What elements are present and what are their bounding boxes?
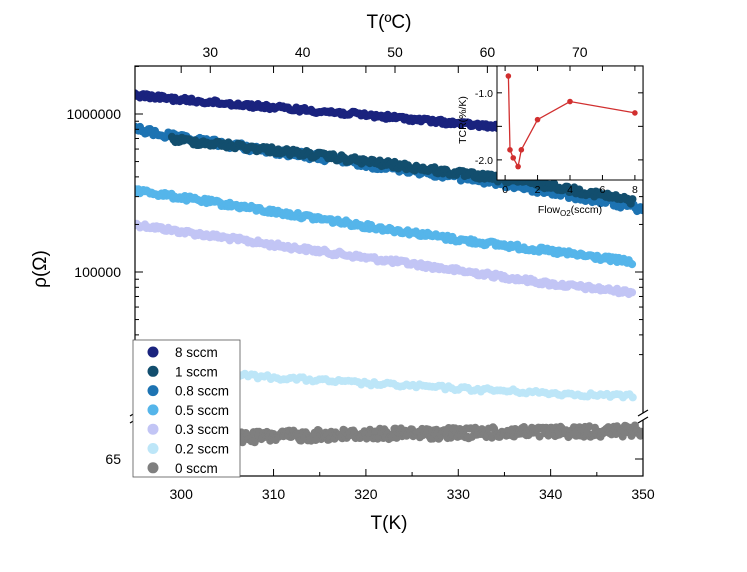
inset-data-point [632, 110, 638, 116]
axis-break-mark [637, 409, 649, 417]
series-0-5-sccm [135, 185, 637, 269]
x2-tick-label: 60 [480, 44, 496, 60]
x2-tick-label: 70 [572, 44, 588, 60]
inset-data-point [567, 98, 573, 105]
legend-label: 1 sccm [175, 364, 218, 379]
legend-marker [147, 462, 159, 474]
axis-break-mark [637, 416, 649, 424]
legend-label: 0.8 sccm [175, 384, 229, 399]
x-tick-label: 320 [354, 486, 378, 502]
y-tick-label: 1000000 [66, 106, 121, 122]
inset-x-tick-label: 0 [502, 184, 508, 196]
data-point [628, 393, 637, 402]
legend-marker [147, 404, 159, 416]
legend-marker [147, 365, 159, 377]
inset-data-point [518, 147, 525, 153]
x2-tick-label: 50 [387, 44, 403, 60]
inset-x-tick-label: 2 [535, 184, 541, 196]
x-tick-label: 350 [631, 486, 655, 502]
y-axis-title: ρ(Ω) [30, 250, 51, 288]
x2-tick-label: 30 [202, 44, 218, 60]
data-point [638, 428, 643, 437]
legend-label: 0.2 sccm [175, 442, 229, 457]
legend-marker [147, 423, 159, 435]
legend-label: 8 sccm [175, 345, 218, 360]
inset-y-tick-label: -1.0 [475, 88, 493, 100]
x-axis-title: T(K) [371, 513, 408, 534]
data-point [638, 206, 643, 215]
x2-tick-label: 40 [295, 44, 311, 60]
series-0-sccm [135, 421, 643, 452]
data-point [628, 288, 637, 297]
inset-data-point [510, 155, 517, 161]
inset-x-tick-label: 8 [632, 184, 638, 196]
inset-x-tick-label: 4 [567, 184, 573, 196]
inset-plot: 0 2 4 6 8 -1.0 -2.0 TCR(%/K) FlowO2(sccm) [457, 65, 644, 218]
plot-frame [134, 65, 644, 477]
legend-marker [147, 385, 159, 397]
inset-data-point [534, 116, 541, 123]
legend-label: 0.5 sccm [175, 403, 229, 418]
x-tick-label: 340 [539, 486, 563, 502]
data-point [628, 195, 637, 204]
y-tick-label: 65 [105, 451, 121, 467]
inset-x-axis-title: FlowO2(sccm) [538, 204, 602, 218]
inset-x-tick-label: 6 [600, 184, 606, 196]
series-0-3-sccm [135, 219, 637, 299]
legend-marker [147, 443, 159, 454]
inset-data-point [515, 163, 521, 170]
inset-y-axis-title: TCR(%/K) [457, 96, 469, 144]
data-point [628, 260, 637, 269]
legend-label: 0 sccm [175, 461, 218, 476]
y-tick-label: 100000 [74, 264, 121, 280]
x-tick-label: 330 [447, 486, 471, 502]
series-layer [135, 89, 643, 452]
inset-y-tick-label: -2.0 [475, 155, 493, 167]
x2-axis-title: T(ºC) [367, 12, 412, 33]
x-tick-label: 310 [262, 486, 286, 502]
inset-frame [496, 65, 644, 181]
legend-marker [147, 346, 159, 358]
inset-data-point [505, 73, 512, 79]
axis-break-gap [638, 413, 648, 420]
inset-data-point [507, 147, 513, 153]
legend-label: 0.3 sccm [175, 422, 229, 437]
legend: 8 sccm 1 sccm 0.8 sccm 0.5 sccm 0.3 sccm 0.2 … [132, 339, 241, 478]
x-tick-label: 300 [170, 486, 194, 502]
